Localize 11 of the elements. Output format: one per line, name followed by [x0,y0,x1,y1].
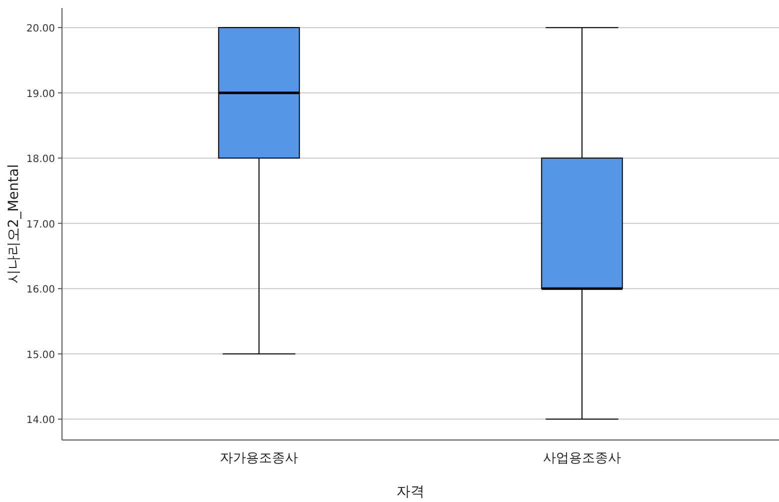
y-axis-title: 시나리오2_Mental [6,164,22,284]
y-tick-label: 14.00 [26,415,55,426]
y-tick-label: 19.00 [26,88,55,100]
y-tick-label: 16.00 [26,284,55,296]
x-tick-label: 자가용조종사 [220,451,298,466]
y-tick-label: 20.00 [26,24,55,35]
x-axis-title: 자격 [396,484,424,500]
y-tick-label: 15.00 [26,350,55,361]
x-tick-label: 사업용조종사 [542,451,621,466]
y-tick-label: 18.00 [26,154,55,166]
y-tick-label: 17.00 [26,219,55,230]
